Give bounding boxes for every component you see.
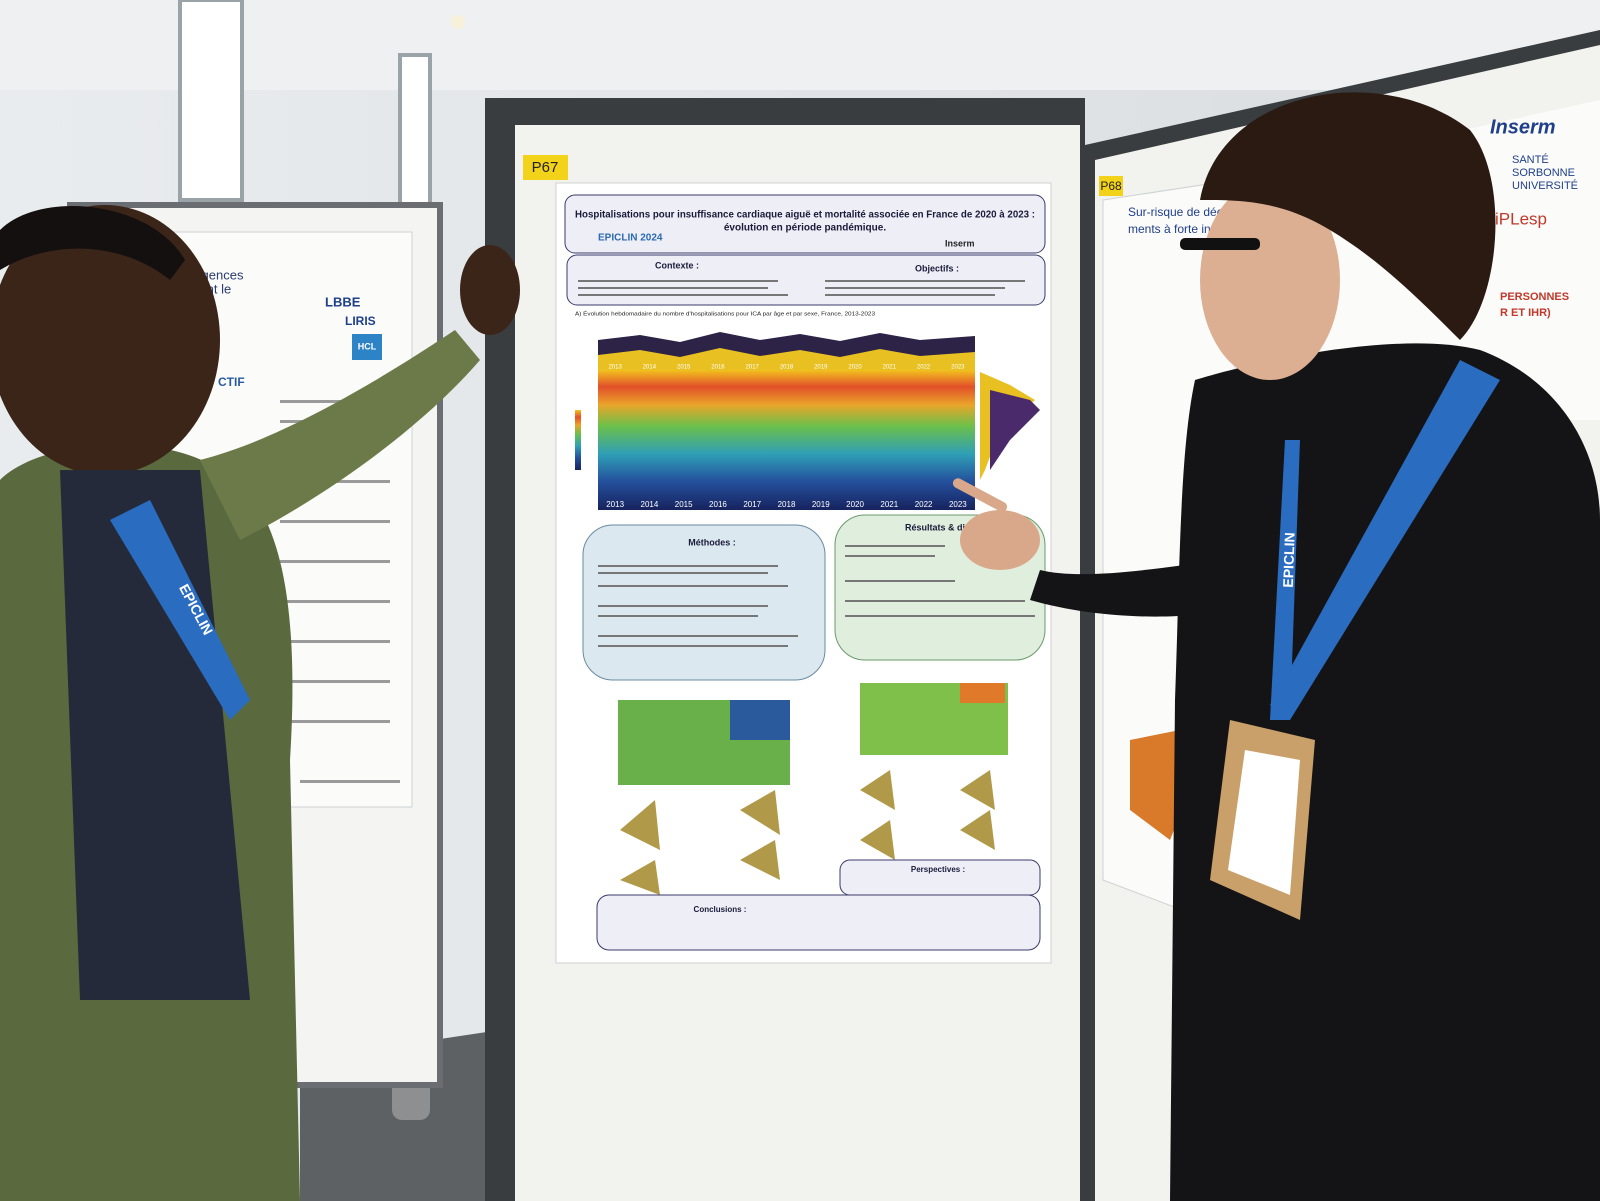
poster-number: P68 [1100, 179, 1122, 193]
number-tag [1099, 176, 1123, 196]
heatmap-small [960, 683, 1005, 703]
logo: HCL [358, 341, 377, 351]
year-label: 2022 [915, 500, 933, 509]
lanyard [110, 500, 250, 720]
year-label: 2019 [812, 500, 830, 509]
year-label: 2021 [880, 500, 898, 509]
logo: LIRIS [345, 314, 376, 328]
logo: UNIVERSITÉ [1512, 179, 1578, 192]
year-label: 2021 [883, 365, 897, 371]
density [990, 390, 1040, 470]
year-label: 2014 [643, 365, 657, 371]
person-arm [1030, 560, 1230, 617]
year-label: 2019 [814, 365, 828, 371]
area-chart [598, 348, 975, 370]
year-label: 2014 [641, 500, 659, 509]
lanyard-text: EPICLIN [1280, 532, 1298, 588]
conference: EPICLIN 2024 [598, 233, 663, 244]
year-label: 2018 [778, 500, 796, 509]
person-head [1200, 180, 1340, 380]
year-label: 2020 [846, 500, 864, 509]
year-axis: 2013 2014 2015 2016 2017 2018 2019 2020 2021 2022… [608, 365, 965, 371]
year-label: 2013 [608, 365, 622, 371]
year-label: 2015 [675, 500, 693, 509]
section-heading: Résultats & di [905, 522, 965, 532]
year-label: 2015 [677, 365, 691, 371]
poster-text: CTIF [218, 375, 245, 389]
title-box [564, 194, 1046, 254]
lanyard [1270, 440, 1300, 720]
person-hair [0, 206, 185, 280]
lanyard [1270, 360, 1500, 720]
year-label: 2016 [709, 500, 727, 509]
ceiling-light [451, 15, 465, 29]
methods-lines [598, 565, 798, 647]
pyramids [620, 770, 995, 895]
year-label: 2023 [949, 500, 967, 509]
person-finger [952, 478, 1008, 512]
poster-text: Sur-risque de décè [1128, 205, 1230, 219]
section-heading: Conclusions : [694, 905, 747, 914]
person-hand [460, 245, 520, 335]
logo: Inserm [1490, 116, 1556, 138]
poster-number: P67 [532, 159, 559, 176]
results-lines [845, 545, 1035, 617]
heatmap [598, 370, 975, 510]
logo: iPLesp [1495, 209, 1547, 228]
poster-title: évolution en période pandémique. [724, 223, 886, 234]
year-label: 2020 [848, 365, 862, 371]
logo: LBBE [325, 294, 361, 309]
year-label: 2023 [951, 365, 965, 371]
logo: SANTÉ [1512, 153, 1549, 166]
poster-text: PERSONNES [1500, 291, 1569, 303]
poster-text: ments à forte incid [1128, 222, 1226, 236]
methods-box [582, 524, 826, 681]
person-arm [200, 330, 480, 540]
glasses [1180, 238, 1260, 250]
poster-title: Hospitalisations pour insuffisance cardi… [575, 210, 1035, 221]
conclusions-box [596, 894, 1041, 951]
year-axis: 2013 2014 2015 2016 2017 2018 2019 2020 2021 2022… [606, 500, 967, 509]
figure-caption: A) Évolution hebdomadaire du nombre d'ho… [575, 310, 875, 317]
number-tag [523, 155, 568, 180]
window [398, 53, 432, 217]
context-box [566, 254, 1046, 306]
year-label: 2022 [917, 365, 931, 371]
section-heading: Objectifs : [915, 263, 959, 273]
logo: SORBONNE [1512, 167, 1575, 179]
section-heading: Perspectives : [911, 865, 965, 874]
year-label: 2018 [780, 365, 794, 371]
section-heading: Méthodes : [688, 537, 736, 547]
person-hand [960, 510, 1040, 570]
person-shirt [1170, 343, 1600, 1201]
window [178, 0, 244, 202]
year-label: 2016 [711, 365, 725, 371]
logo-box [352, 334, 382, 360]
ceiling [0, 0, 1600, 90]
section-heading: Contexte : [655, 260, 699, 270]
poster-text: R ET IHR) [1500, 307, 1551, 319]
context-lines [578, 280, 1025, 296]
logo: Inserm [945, 238, 975, 248]
year-label: 2017 [746, 365, 760, 371]
year-label: 2013 [606, 500, 624, 509]
color-scale [575, 410, 581, 470]
person-shirt [60, 470, 250, 1000]
year-label: 2017 [743, 500, 761, 509]
heatmap-small [730, 700, 790, 740]
badge-card [1228, 750, 1300, 895]
person-hair [1200, 92, 1496, 340]
